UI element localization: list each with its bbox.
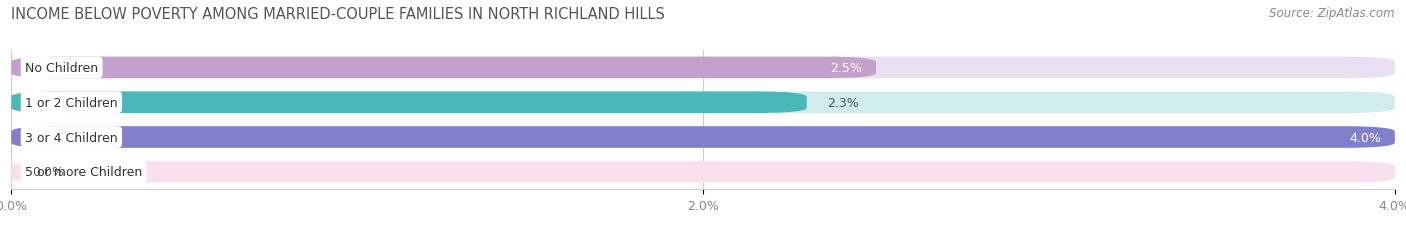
Text: No Children: No Children [25,62,98,75]
Text: INCOME BELOW POVERTY AMONG MARRIED-COUPLE FAMILIES IN NORTH RICHLAND HILLS: INCOME BELOW POVERTY AMONG MARRIED-COUPL… [11,7,665,22]
Text: 4.0%: 4.0% [1348,131,1381,144]
Text: 0.0%: 0.0% [32,166,65,179]
Text: 2.5%: 2.5% [830,62,862,75]
Text: Source: ZipAtlas.com: Source: ZipAtlas.com [1270,7,1395,20]
FancyBboxPatch shape [11,92,807,113]
Text: 1 or 2 Children: 1 or 2 Children [25,96,118,109]
FancyBboxPatch shape [11,92,1395,113]
Text: 3 or 4 Children: 3 or 4 Children [25,131,118,144]
FancyBboxPatch shape [11,127,1395,148]
FancyBboxPatch shape [11,58,1395,79]
Text: 5 or more Children: 5 or more Children [25,166,142,179]
FancyBboxPatch shape [11,161,1395,183]
FancyBboxPatch shape [11,127,1395,148]
Text: 2.3%: 2.3% [828,96,859,109]
FancyBboxPatch shape [11,58,876,79]
